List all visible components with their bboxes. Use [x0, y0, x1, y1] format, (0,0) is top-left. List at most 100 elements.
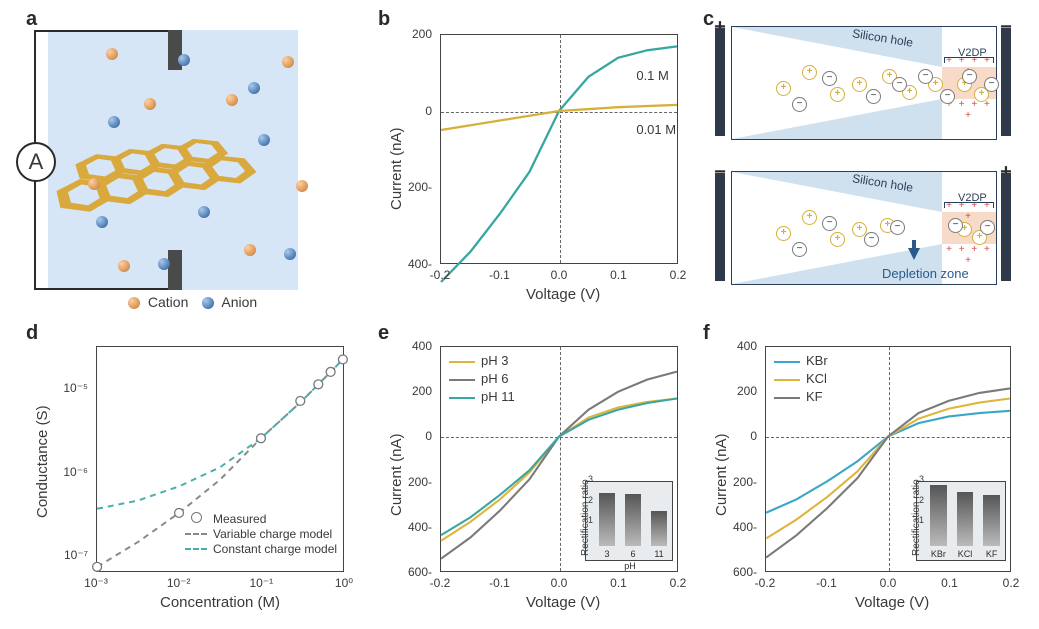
- xtick-label: -0.1: [489, 268, 510, 282]
- panel-e-ylabel: Current (nA): [388, 433, 405, 516]
- xtick-label: -0.1: [816, 576, 837, 590]
- cation-icon: [118, 260, 130, 272]
- panel-f-xlabel: Voltage (V): [855, 594, 929, 611]
- legend-label-anion: Anion: [221, 294, 257, 310]
- inset-f: Rectification ratio KBrKClKF123: [916, 481, 1006, 561]
- panel-d-xlabel: Concentration (M): [160, 594, 280, 611]
- electrode-left: [715, 173, 725, 281]
- inset-bar: [651, 511, 667, 546]
- anion-icon: −: [822, 71, 837, 86]
- xtick-label: 10⁻¹: [249, 576, 273, 590]
- wire-left-lower: [34, 178, 36, 290]
- anion-icon: [198, 206, 210, 218]
- xtick-label: 0.0: [551, 576, 568, 590]
- anion-icon: −: [792, 97, 807, 112]
- inset-e: Rectification ratio 3611pH123: [585, 481, 673, 561]
- anion-icon: −: [984, 77, 999, 92]
- anion-icon: [108, 116, 120, 128]
- panel-d-ylabel: Conductance (S): [34, 405, 51, 518]
- figure-root: a b c d e f A Cation Anion Current: [0, 0, 1039, 629]
- electrode-right: [1001, 28, 1011, 136]
- cation-icon: +: [802, 65, 817, 80]
- anion-icon: −: [962, 69, 977, 84]
- inset-bar: [930, 485, 947, 546]
- panel-c-top: + − + + + + + + + + + + Silicon hole V2D…: [707, 20, 1019, 150]
- panel-a-legend: Cation Anion: [128, 294, 257, 310]
- cation-icon: +: [830, 87, 845, 102]
- xtick-label: -0.2: [755, 576, 776, 590]
- legend-item: pH 11: [449, 389, 515, 404]
- xtick-label: 0.1: [941, 576, 958, 590]
- inset-xtick: 6: [630, 549, 635, 559]
- cation-icon: +: [802, 210, 817, 225]
- xtick-label: 0.1: [610, 268, 627, 282]
- cation-icon: +: [776, 81, 791, 96]
- panel-e-xlabel: Voltage (V): [526, 594, 600, 611]
- panel-b-plot: Current (nA) Voltage (V) -0.2-0.10.00.10…: [378, 20, 688, 310]
- anion-icon: [96, 216, 108, 228]
- inset-bar: [983, 495, 1000, 546]
- xtick-label: 0.2: [670, 268, 687, 282]
- inset-bar: [599, 493, 615, 546]
- xtick-label: 0.0: [880, 576, 897, 590]
- inset-xlabel: pH: [624, 561, 636, 571]
- legend-swatch-anion: [202, 297, 214, 309]
- cation-icon: [282, 56, 294, 68]
- legend-item: KBr: [774, 353, 828, 368]
- anion-icon: −: [890, 220, 905, 235]
- panel-d-plot: Measured Variable charge model Constant …: [26, 334, 356, 620]
- series-label: 0.01 M: [636, 122, 676, 137]
- anion-icon: [248, 82, 260, 94]
- xtick-label: -0.2: [430, 576, 451, 590]
- panel-e-plot: Rectification ratio 3611pH123 pH 3 pH 6 pH…: [378, 334, 688, 620]
- panel-b-xlabel: Voltage (V): [526, 286, 600, 303]
- cation-icon: +: [830, 232, 845, 247]
- xtick-label: -0.1: [489, 576, 510, 590]
- anion-icon: −: [792, 242, 807, 257]
- plot-area-e: Rectification ratio 3611pH123 pH 3 pH 6 pH…: [440, 346, 678, 572]
- legend-item: pH 3: [449, 353, 508, 368]
- legend-item: KF: [774, 389, 823, 404]
- legend-constant: Constant charge model: [213, 542, 337, 556]
- v2dp-label: V2DP: [958, 47, 987, 59]
- electrode-left: [715, 28, 725, 136]
- silicon-bottom: [732, 99, 942, 139]
- wire-bottom: [34, 288, 168, 290]
- v2dp-label: V2DP: [958, 192, 987, 204]
- wire-left-upper: [34, 30, 36, 144]
- xtick-label: 10⁻³: [84, 576, 108, 590]
- cation-icon: +: [776, 226, 791, 241]
- cation-icon: [88, 178, 100, 190]
- depletion-label: Depletion zone: [882, 266, 969, 281]
- channel-top: + + + + + + + + + + Silicon hole V2DP ++…: [731, 26, 997, 140]
- panel-label-a: a: [26, 8, 37, 31]
- inset-xtick: KBr: [931, 549, 946, 559]
- anion-icon: −: [892, 77, 907, 92]
- anion-icon: [178, 54, 190, 66]
- panel-f-plot: Rectification ratio KBrKClKF123 KBrKClKF…: [703, 334, 1023, 620]
- legend-swatch-cation: [128, 297, 140, 309]
- plus-row-bot: + + + + +: [942, 244, 996, 266]
- anion-icon: −: [822, 216, 837, 231]
- plot-area-d: Measured Variable charge model Constant …: [96, 346, 344, 572]
- panel-f-ylabel: Current (nA): [713, 433, 730, 516]
- panel-a-schematic: A Cation Anion: [28, 30, 318, 320]
- xtick-label: 0.0: [551, 268, 568, 282]
- plot-area-f: Rectification ratio KBrKClKF123 KBrKClKF: [765, 346, 1011, 572]
- xtick-label: 0.2: [670, 576, 687, 590]
- inset-bar: [625, 494, 641, 546]
- xtick-label: 10⁰: [335, 576, 353, 590]
- cation-icon: +: [852, 77, 867, 92]
- depletion-arrow-icon: [908, 248, 920, 260]
- xtick-label: 0.2: [1003, 576, 1020, 590]
- xtick-label: 0.1: [610, 576, 627, 590]
- anion-icon: −: [866, 89, 881, 104]
- anion-icon: −: [948, 218, 963, 233]
- inset-bar: [957, 492, 974, 546]
- cation-icon: [144, 98, 156, 110]
- cation-icon: [106, 48, 118, 60]
- xtick-label: 10⁻²: [167, 576, 191, 590]
- inset-xtick: KF: [986, 549, 998, 559]
- panel-d-legend: Measured Variable charge model Constant …: [185, 511, 337, 557]
- anion-icon: [258, 134, 270, 146]
